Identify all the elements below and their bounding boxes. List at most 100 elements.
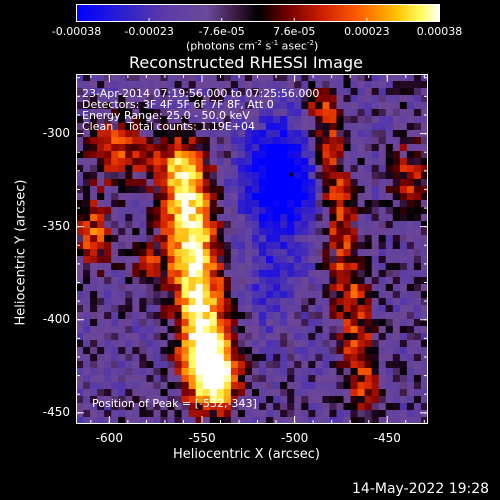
heatmap-cell bbox=[350, 333, 358, 341]
heatmap-cell bbox=[188, 312, 196, 320]
heatmap-cell bbox=[343, 214, 351, 222]
heatmap-cell bbox=[287, 403, 295, 411]
heatmap-cell bbox=[83, 375, 91, 383]
heatmap-cell bbox=[266, 179, 274, 187]
heatmap-cell bbox=[322, 340, 330, 348]
peak-marker bbox=[288, 172, 293, 177]
heatmap-cell bbox=[209, 277, 218, 285]
heatmap-cell bbox=[181, 396, 189, 404]
heatmap-cell bbox=[343, 165, 351, 173]
heatmap-cell bbox=[357, 389, 365, 397]
heatmap-cell bbox=[237, 242, 246, 250]
heatmap-cell bbox=[336, 277, 344, 285]
heatmap-cell bbox=[399, 151, 408, 159]
heatmap-cell bbox=[343, 277, 351, 285]
heatmap-cell bbox=[181, 277, 189, 285]
heatmap-cell bbox=[132, 193, 140, 201]
heatmap-cell bbox=[83, 354, 91, 362]
heatmap-cell bbox=[357, 193, 365, 201]
heatmap-cell bbox=[153, 88, 161, 96]
heatmap-cell bbox=[385, 410, 394, 418]
heatmap-cell bbox=[188, 284, 196, 292]
heatmap-cell bbox=[111, 130, 119, 138]
heatmap-cell bbox=[237, 235, 246, 243]
heatmap-cell bbox=[420, 410, 428, 418]
heatmap-cell bbox=[259, 123, 267, 131]
heatmap-cell bbox=[104, 270, 112, 278]
heatmap-cell bbox=[146, 165, 154, 173]
heatmap-cell bbox=[83, 361, 91, 369]
heatmap-cell bbox=[406, 403, 415, 411]
heatmap-cell bbox=[329, 270, 337, 278]
heatmap-cell bbox=[357, 200, 365, 208]
heatmap-cell bbox=[132, 319, 140, 327]
heatmap-cell bbox=[104, 291, 112, 299]
heatmap-cell bbox=[174, 207, 182, 215]
heatmap-cell bbox=[111, 186, 119, 194]
heatmap-cell bbox=[167, 151, 175, 159]
heatmap-cell bbox=[118, 200, 126, 208]
heatmap-cell bbox=[195, 403, 204, 411]
heatmap-cell bbox=[111, 116, 119, 124]
heatmap-cell bbox=[223, 130, 232, 138]
heatmap-cell bbox=[385, 200, 394, 208]
heatmap-cell bbox=[252, 235, 260, 243]
heatmap-cell bbox=[111, 151, 119, 159]
heatmap-cell bbox=[343, 403, 351, 411]
heatmap-cell bbox=[308, 235, 316, 243]
heatmap-cell bbox=[223, 361, 232, 369]
heatmap-cell bbox=[237, 158, 246, 166]
heatmap-cell bbox=[237, 144, 246, 152]
heatmap-cell bbox=[371, 256, 380, 264]
heatmap-cell bbox=[329, 221, 337, 229]
heatmap-cell bbox=[273, 172, 281, 180]
heatmap-cell bbox=[273, 214, 281, 222]
heatmap-cell bbox=[294, 207, 302, 215]
heatmap-cell bbox=[266, 403, 274, 411]
heatmap-cell bbox=[350, 158, 358, 166]
heatmap-cell bbox=[252, 305, 260, 313]
heatmap-cell bbox=[378, 410, 387, 418]
heatmap-cell bbox=[259, 214, 267, 222]
heatmap-cell bbox=[294, 214, 302, 222]
heatmap-cell bbox=[188, 270, 196, 278]
heatmap-cell bbox=[195, 284, 204, 292]
heatmap-cell bbox=[420, 389, 428, 397]
heatmap-cell bbox=[209, 319, 218, 327]
heatmap-cell bbox=[259, 74, 267, 82]
heatmap-cell bbox=[399, 207, 408, 215]
heatmap-cell bbox=[104, 347, 112, 355]
heatmap-cell bbox=[174, 151, 182, 159]
heatmap-cell bbox=[385, 221, 394, 229]
heatmap-cell bbox=[315, 109, 323, 117]
heatmap-cell bbox=[343, 235, 351, 243]
heatmap-cell bbox=[230, 221, 239, 229]
heatmap-cell bbox=[371, 109, 380, 117]
heatmap-cell bbox=[385, 277, 394, 285]
heatmap-cell bbox=[378, 417, 387, 424]
heatmap-cell bbox=[329, 256, 337, 264]
heatmap-cell bbox=[378, 116, 387, 124]
heatmap-cell bbox=[83, 102, 91, 110]
heatmap-cell bbox=[97, 102, 105, 110]
heatmap-cell bbox=[357, 179, 365, 187]
heatmap-cell bbox=[237, 263, 246, 271]
heatmap-cell bbox=[364, 130, 372, 138]
heatmap-cell bbox=[146, 172, 154, 180]
heatmap-cell bbox=[280, 123, 288, 131]
heatmap-cell bbox=[399, 354, 408, 362]
heatmap-cell bbox=[301, 74, 309, 82]
heatmap-cell bbox=[371, 284, 380, 292]
heatmap-cell bbox=[118, 368, 126, 376]
heatmap-cell bbox=[195, 186, 204, 194]
heatmap-cell bbox=[287, 354, 295, 362]
heatmap-cell bbox=[287, 410, 295, 418]
heatmap-cell bbox=[146, 375, 154, 383]
heatmap-cell bbox=[111, 319, 119, 327]
heatmap-cell bbox=[167, 186, 175, 194]
heatmap-cell bbox=[209, 200, 218, 208]
heatmap-cell bbox=[308, 102, 316, 110]
heatmap-cell bbox=[413, 123, 422, 131]
heatmap-cell bbox=[413, 193, 422, 201]
heatmap-cell bbox=[280, 228, 288, 236]
